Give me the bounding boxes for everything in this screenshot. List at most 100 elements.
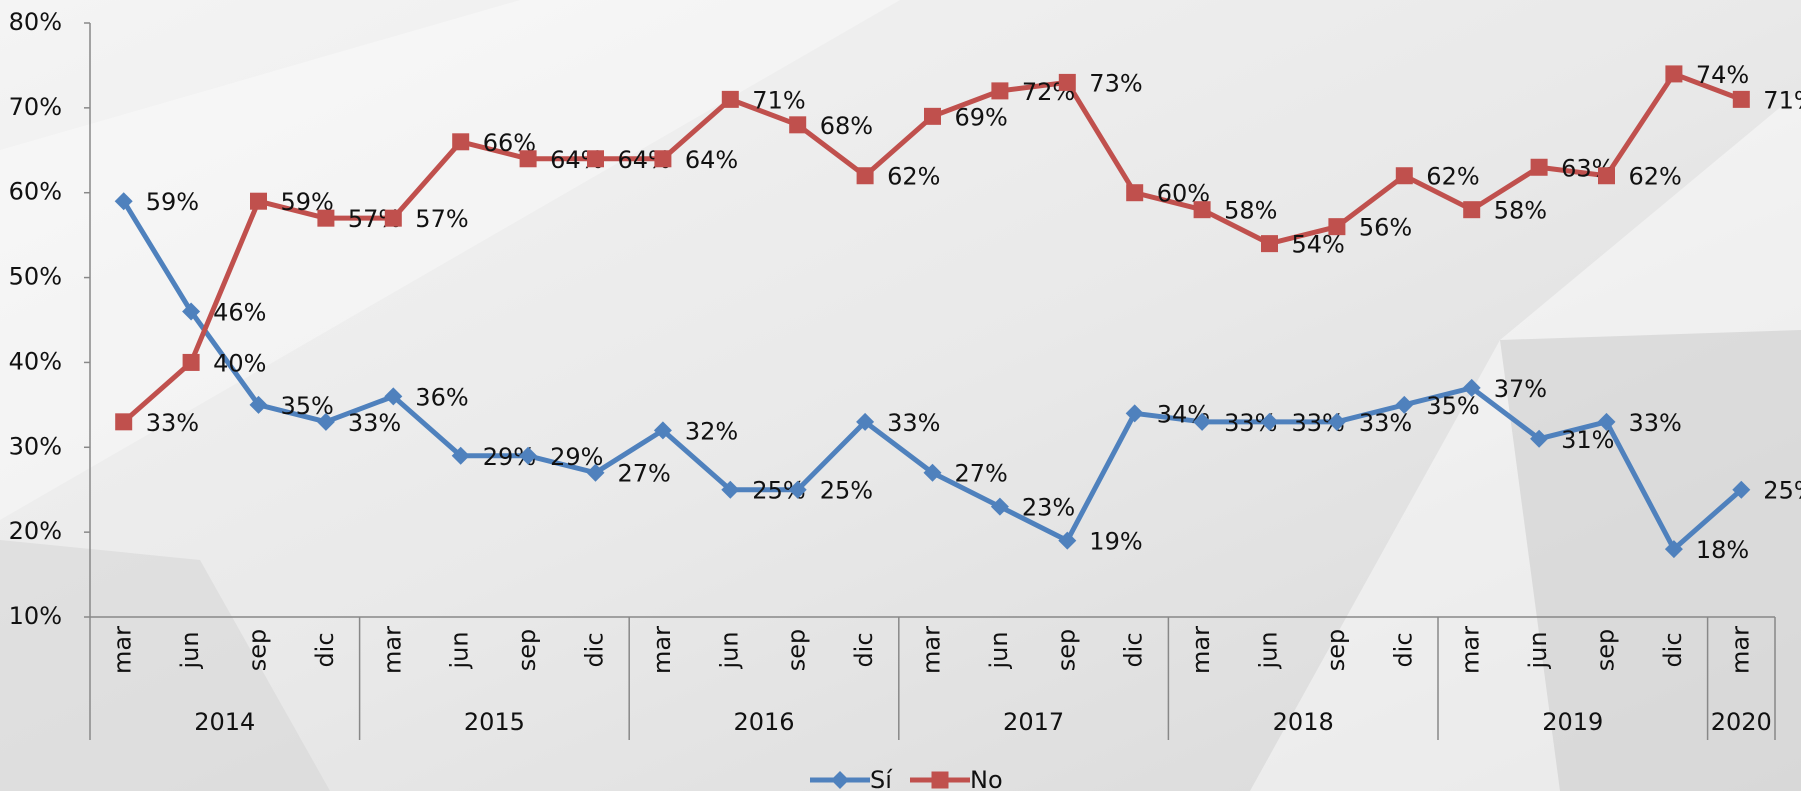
marker: [1327, 412, 1346, 431]
marker: [384, 387, 403, 406]
marker: [856, 412, 875, 431]
year-label: 2015: [464, 708, 525, 736]
data-label: 37%: [1494, 375, 1547, 403]
data-label: 73%: [1089, 69, 1142, 97]
data-label: 23%: [1022, 494, 1075, 522]
x-tick-label: mar: [1457, 626, 1485, 674]
data-label: 25%: [820, 477, 873, 505]
marker: [1732, 90, 1750, 108]
marker: [1058, 531, 1077, 550]
data-label: 40%: [213, 349, 266, 377]
marker: [1261, 235, 1278, 253]
data-label: 68%: [820, 112, 873, 140]
marker: [519, 446, 538, 465]
marker: [1395, 167, 1413, 185]
y-tick-label: 30%: [9, 432, 62, 460]
x-tick-label: mar: [1726, 626, 1754, 674]
marker: [1530, 158, 1548, 176]
marker: [721, 480, 740, 499]
x-tick-label: mar: [109, 626, 137, 674]
marker: [1193, 201, 1211, 219]
data-label: 35%: [1426, 392, 1479, 420]
marker: [384, 209, 402, 227]
data-label: 27%: [618, 460, 671, 488]
marker: [452, 133, 470, 151]
data-label: 58%: [1224, 197, 1277, 225]
y-tick-label: 80%: [9, 8, 62, 36]
data-label: 33%: [887, 409, 940, 437]
background-shape: [0, 0, 900, 520]
x-tick-label: jun: [176, 631, 204, 669]
marker: [789, 116, 807, 134]
data-label: 64%: [685, 146, 738, 174]
data-label: 46%: [213, 299, 266, 327]
marker: [1126, 184, 1144, 202]
marker: [653, 421, 672, 440]
legend-label: No: [970, 766, 1003, 791]
background-shape: [0, 540, 330, 791]
year-label: 2014: [194, 708, 255, 736]
data-label: 59%: [146, 188, 199, 216]
marker: [1665, 65, 1683, 83]
marker: [721, 90, 739, 108]
marker: [587, 150, 604, 168]
marker: [1395, 395, 1414, 414]
x-tick-label: mar: [918, 626, 946, 674]
x-tick-label: sep: [1052, 629, 1080, 672]
y-tick-label: 10%: [9, 602, 62, 630]
legend-label: Sí: [870, 766, 893, 791]
marker: [1193, 412, 1212, 431]
marker: [654, 150, 672, 168]
year-label: 2018: [1273, 708, 1334, 736]
marker: [1530, 429, 1549, 448]
data-label: 33%: [1359, 409, 1412, 437]
data-label: 54%: [1292, 231, 1345, 259]
data-label: 18%: [1696, 536, 1749, 564]
x-tick-label: dic: [581, 632, 609, 667]
data-label: 31%: [1561, 426, 1614, 454]
x-tick-label: sep: [1592, 629, 1620, 672]
marker: [990, 497, 1009, 516]
marker: [1732, 480, 1751, 499]
marker: [1463, 201, 1481, 219]
x-tick-label: sep: [513, 629, 541, 672]
x-tick-label: sep: [783, 629, 811, 672]
data-label: 62%: [1629, 163, 1682, 191]
data-label: 58%: [1494, 197, 1547, 225]
marker: [1462, 378, 1481, 397]
plot: 10% 20% 30% 40% 50% 60% 70% 80% mar jun sep dic mar j…: [9, 8, 1801, 791]
marker: [923, 463, 942, 482]
year-label: 2017: [1003, 708, 1064, 736]
y-tick-label: 40%: [9, 347, 62, 375]
data-label: 27%: [955, 460, 1008, 488]
marker: [991, 82, 1009, 100]
data-label: 56%: [1359, 214, 1412, 242]
x-tick-label: dic: [311, 632, 339, 667]
x-tick-label: jun: [446, 631, 474, 669]
year-label: 2019: [1542, 708, 1603, 736]
x-tick-label: jun: [985, 631, 1013, 669]
data-label: 62%: [1426, 163, 1479, 191]
data-label: 32%: [685, 417, 738, 445]
year-label: 2020: [1711, 708, 1772, 736]
data-label: 19%: [1089, 528, 1142, 556]
x-tick-label: jun: [715, 631, 743, 669]
x-tick-label: dic: [1659, 632, 1687, 667]
x-tick-label: dic: [1120, 632, 1148, 667]
year-label: 2016: [733, 708, 794, 736]
data-label: 36%: [415, 383, 468, 411]
y-tick-label: 50%: [9, 263, 62, 291]
x-tick-label: sep: [244, 629, 272, 672]
x-tick-label: jun: [1255, 631, 1283, 669]
marker: [831, 771, 849, 789]
marker: [788, 480, 807, 499]
marker: [182, 302, 201, 321]
data-label: 33%: [1629, 409, 1682, 437]
y-tick-label: 20%: [9, 517, 62, 545]
marker: [1597, 412, 1616, 431]
data-label: 33%: [146, 409, 199, 437]
data-label: 33%: [348, 409, 401, 437]
marker: [1058, 73, 1076, 91]
